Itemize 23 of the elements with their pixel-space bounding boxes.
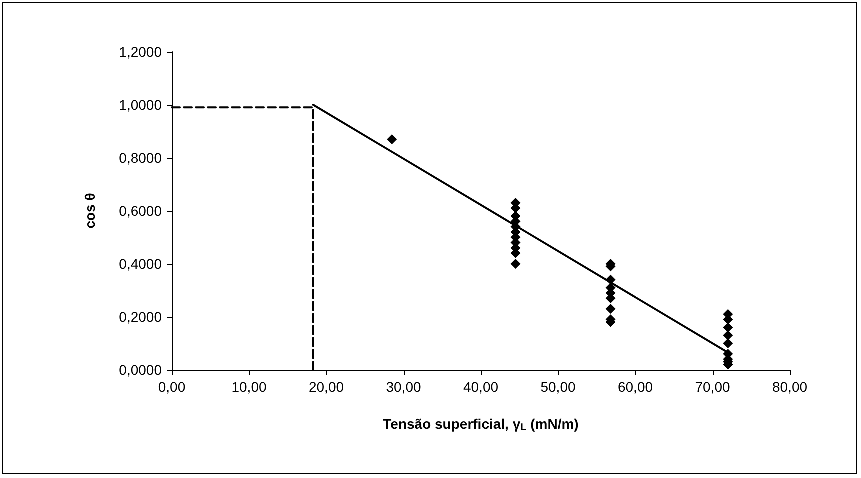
x-tick-label: 80,00 [772,379,808,395]
x-tick-label: 20,00 [308,379,344,395]
point [723,322,734,333]
point [606,304,616,314]
y-tick-label: 0,8000 [119,150,162,166]
y-tick-label: 1,2000 [119,44,162,60]
point [723,338,734,348]
point [387,134,398,144]
y-tick-label: 1,0000 [119,97,162,113]
x-tick-label: 0,00 [158,379,186,395]
y-tick-label: 0,6000 [119,203,162,219]
y-tick-label: 0,0000 [119,362,162,378]
x-tick-label: 50,00 [540,379,576,395]
x-tick-label: 30,00 [386,379,422,395]
x-tick-label: 70,00 [695,379,730,395]
x-tick-label: 10,00 [232,379,267,395]
x-tick-label: 60,00 [618,379,654,395]
point [723,330,734,341]
y-tick-label: 0,4000 [119,256,162,272]
point [510,259,521,269]
y-tick-label: 0,2000 [119,309,162,325]
x-tick-label: 40,00 [463,379,499,395]
y-axis-title: cos θ [82,193,98,229]
